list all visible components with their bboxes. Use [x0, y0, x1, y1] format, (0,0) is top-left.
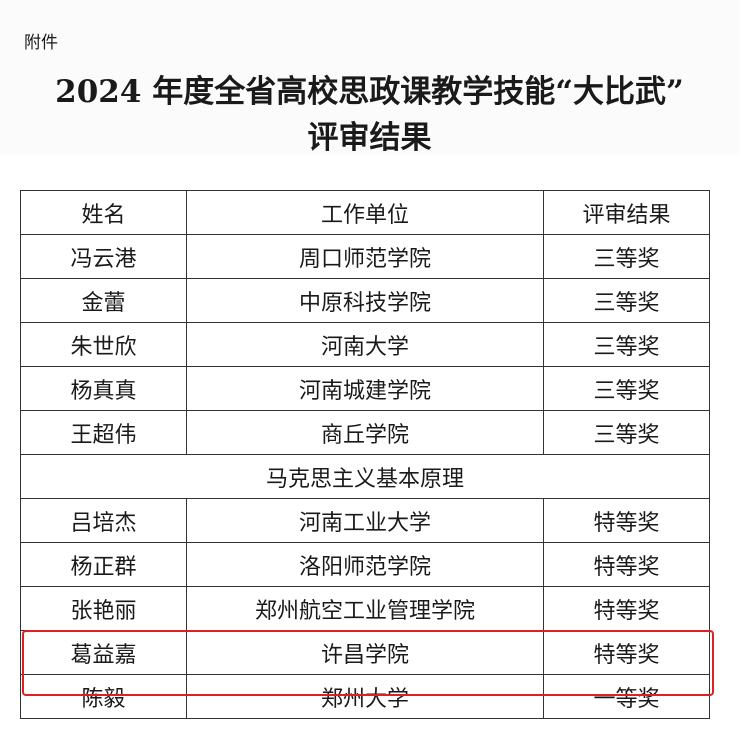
table-header-row: 姓名 工作单位 评审结果: [20, 190, 710, 235]
table-row: 张艳丽 郑州航空工业管理学院 特等奖: [20, 586, 710, 631]
document-header: 附件 2024 年度全省高校思政课教学技能“大比武” 评审结果: [0, 0, 739, 156]
unit-cell: 河南大学: [186, 322, 544, 367]
result-cell: 三等奖: [543, 410, 710, 455]
table-row: 冯云港 周口师范学院 三等奖: [20, 234, 710, 279]
highlight-box: [22, 630, 714, 696]
table-row: 朱世欣 河南大学 三等奖: [20, 322, 710, 367]
name-cell: 陈毅: [20, 674, 187, 719]
name-cell: 张艳丽: [20, 586, 187, 631]
page-title: 2024 年度全省高校思政课教学技能“大比武”: [55, 74, 684, 110]
header-result: 评审结果: [543, 190, 710, 235]
result-cell: 三等奖: [543, 322, 710, 367]
table-row: 杨正群 洛阳师范学院 特等奖: [20, 542, 710, 587]
result-cell: 特等奖: [543, 542, 710, 587]
unit-cell: 河南城建学院: [186, 366, 544, 411]
result-cell: 三等奖: [543, 278, 710, 323]
unit-cell: 商丘学院: [186, 410, 544, 455]
header-unit: 工作单位: [186, 190, 544, 235]
attachment-label: 附件: [24, 33, 58, 53]
table-row: 王超伟 商丘学院 三等奖: [20, 410, 710, 455]
name-cell: 金蕾: [20, 278, 187, 323]
name-cell: 王超伟: [20, 410, 187, 455]
result-cell: 三等奖: [543, 366, 710, 411]
name-cell: 吕培杰: [20, 498, 187, 543]
name-cell: 杨正群: [20, 542, 187, 587]
unit-cell: 周口师范学院: [186, 234, 544, 279]
page-subtitle: 评审结果: [307, 120, 432, 156]
table-row: 金蕾 中原科技学院 三等奖: [20, 278, 710, 323]
result-cell: 三等奖: [543, 234, 710, 279]
results-table: 姓名 工作单位 评审结果 冯云港 周口师范学院 三等奖 金蕾 中原科技学院 三等奖 朱世欣河…: [20, 190, 710, 719]
unit-cell: 中原科技学院: [186, 278, 544, 323]
unit-cell: 郑州航空工业管理学院: [186, 586, 544, 631]
section-title: 马克思主义基本原理: [20, 454, 710, 499]
result-cell: 一等奖: [543, 674, 710, 719]
unit-cell: 郑州大学: [186, 674, 544, 719]
unit-cell: 河南工业大学: [186, 498, 544, 543]
unit-cell: 洛阳师范学院: [186, 542, 544, 587]
table-row: 杨真真 河南城建学院 三等奖: [20, 366, 710, 411]
section-row: 马克思主义基本原理: [20, 454, 710, 499]
name-cell: 冯云港: [20, 234, 187, 279]
header-name: 姓名: [20, 190, 187, 235]
table-row: 陈毅 郑州大学 一等奖: [20, 674, 710, 719]
table-row: 吕培杰 河南工业大学 特等奖: [20, 498, 710, 543]
name-cell: 朱世欣: [20, 322, 187, 367]
result-cell: 特等奖: [543, 498, 710, 543]
name-cell: 杨真真: [20, 366, 187, 411]
result-cell: 特等奖: [543, 586, 710, 631]
result-cell: 特等奖: [543, 630, 710, 675]
